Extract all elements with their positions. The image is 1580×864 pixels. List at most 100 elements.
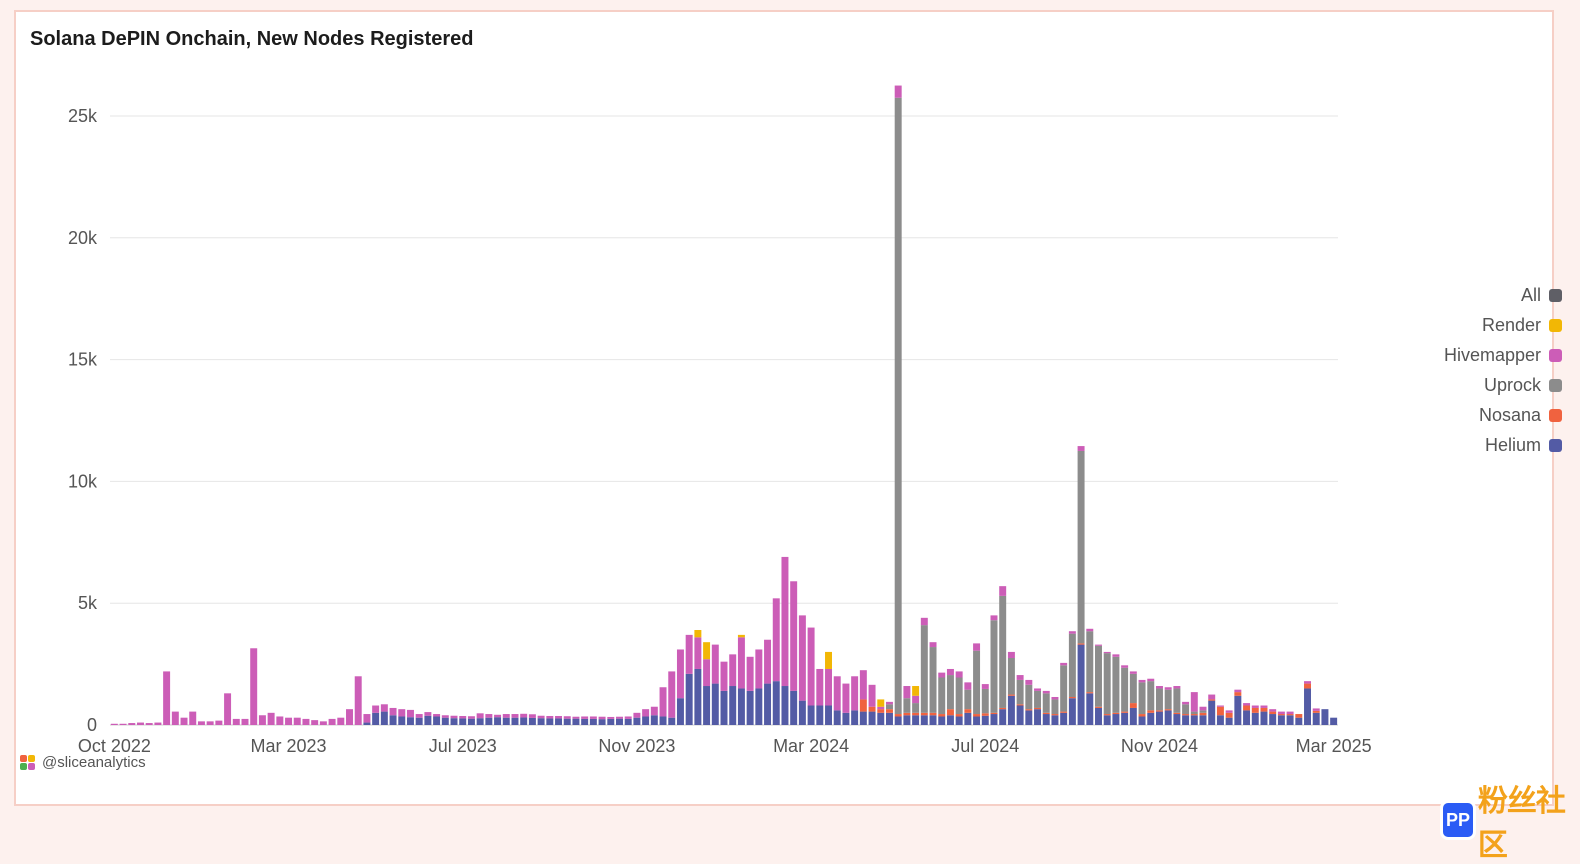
bar-uprock[interactable] <box>1182 704 1190 715</box>
bar-hivemapper[interactable] <box>851 676 859 711</box>
bar-nosana[interactable] <box>1112 712 1120 715</box>
bar-helium[interactable] <box>589 718 597 725</box>
bar-helium[interactable] <box>616 718 623 725</box>
attribution-handle[interactable]: @sliceanalytics <box>42 754 146 771</box>
bar-nosana[interactable] <box>929 712 937 716</box>
bar-nosana[interactable] <box>1295 714 1303 718</box>
bar-helium[interactable] <box>851 710 859 725</box>
bar-uprock[interactable] <box>920 625 928 713</box>
bar-uprock[interactable] <box>1173 688 1181 713</box>
bar-helium[interactable] <box>363 722 371 725</box>
bar-hivemapper[interactable] <box>302 718 310 725</box>
bar-helium[interactable] <box>528 717 536 725</box>
bar-uprock[interactable] <box>1086 631 1094 693</box>
bar-helium[interactable] <box>650 715 658 725</box>
bar-hivemapper[interactable] <box>1129 671 1137 674</box>
bar-hivemapper[interactable] <box>1251 705 1259 708</box>
bar-hivemapper[interactable] <box>1016 675 1024 680</box>
bar-hivemapper[interactable] <box>163 671 171 725</box>
bar-helium[interactable] <box>920 715 928 725</box>
bar-uprock[interactable] <box>981 688 989 714</box>
bar-helium[interactable] <box>642 716 650 725</box>
bar-hivemapper[interactable] <box>502 714 510 718</box>
bar-helium[interactable] <box>372 712 380 725</box>
bar-helium[interactable] <box>1312 712 1320 725</box>
bar-hivemapper[interactable] <box>790 581 798 691</box>
bar-helium[interactable] <box>1147 712 1155 725</box>
bar-helium[interactable] <box>1304 688 1311 725</box>
bar-render[interactable] <box>877 699 885 707</box>
bar-hivemapper[interactable] <box>337 717 345 725</box>
bar-uprock[interactable] <box>973 650 981 715</box>
bar-helium[interactable] <box>790 690 798 725</box>
bar-nosana[interactable] <box>1060 711 1068 713</box>
bar-hivemapper[interactable] <box>180 717 188 725</box>
legend-item-all[interactable]: All <box>1444 280 1562 310</box>
bar-hivemapper[interactable] <box>110 723 118 725</box>
bar-uprock[interactable] <box>1190 711 1198 715</box>
bar-hivemapper[interactable] <box>520 713 528 718</box>
bar-nosana[interactable] <box>990 712 998 715</box>
bar-nosana[interactable] <box>1068 696 1076 699</box>
bar-helium[interactable] <box>441 717 449 725</box>
bar-helium[interactable] <box>1129 707 1137 725</box>
bar-helium[interactable] <box>563 718 571 725</box>
bar-render[interactable] <box>703 642 711 660</box>
bar-helium[interactable] <box>1112 714 1120 725</box>
bar-hivemapper[interactable] <box>293 717 301 725</box>
bar-hivemapper[interactable] <box>441 715 449 718</box>
bar-uprock[interactable] <box>1025 684 1033 710</box>
bar-hivemapper[interactable] <box>258 715 266 725</box>
bar-nosana[interactable] <box>912 712 920 716</box>
bar-hivemapper[interactable] <box>1164 687 1172 690</box>
bar-hivemapper[interactable] <box>1312 708 1320 711</box>
bar-hivemapper[interactable] <box>711 644 719 684</box>
bar-hivemapper[interactable] <box>868 684 876 707</box>
bar-hivemapper[interactable] <box>319 721 327 725</box>
bar-nosana[interactable] <box>1034 707 1042 710</box>
bar-nosana[interactable] <box>1147 710 1155 713</box>
bar-helium[interactable] <box>581 718 589 725</box>
bar-uprock[interactable] <box>938 677 946 715</box>
bar-helium[interactable] <box>894 716 902 725</box>
bar-helium[interactable] <box>737 688 745 725</box>
bar-nosana[interactable] <box>1216 706 1224 716</box>
bar-helium[interactable] <box>1095 707 1102 725</box>
bar-hivemapper[interactable] <box>1199 706 1207 711</box>
bar-hivemapper[interactable] <box>563 716 571 719</box>
bar-hivemapper[interactable] <box>1086 628 1094 632</box>
bar-helium[interactable] <box>833 710 841 725</box>
bar-hivemapper[interactable] <box>929 642 937 648</box>
bar-hivemapper[interactable] <box>798 615 806 701</box>
bar-hivemapper[interactable] <box>703 659 711 687</box>
bar-uprock[interactable] <box>1121 667 1129 712</box>
bar-helium[interactable] <box>676 698 684 725</box>
bar-helium[interactable] <box>973 716 981 725</box>
bar-nosana[interactable] <box>1243 705 1251 711</box>
bar-helium[interactable] <box>746 690 754 725</box>
bar-helium[interactable] <box>981 715 989 725</box>
bar-hivemapper[interactable] <box>476 713 484 719</box>
bar-helium[interactable] <box>1330 717 1338 725</box>
bar-hivemapper[interactable] <box>877 706 885 710</box>
bar-uprock[interactable] <box>964 689 972 710</box>
bar-hivemapper[interactable] <box>659 687 667 717</box>
bar-nosana[interactable] <box>1121 711 1129 713</box>
bar-hivemapper[interactable] <box>546 715 554 719</box>
bar-hivemapper[interactable] <box>276 716 284 725</box>
bar-helium[interactable] <box>1051 715 1059 725</box>
bar-uprock[interactable] <box>929 647 937 713</box>
bar-render[interactable] <box>737 634 745 638</box>
bar-hivemapper[interactable] <box>189 711 197 725</box>
bar-nosana[interactable] <box>1129 703 1137 708</box>
bar-hivemapper[interactable] <box>311 720 319 725</box>
bar-helium[interactable] <box>955 716 963 725</box>
bar-nosana[interactable] <box>1304 683 1311 689</box>
bar-hivemapper[interactable] <box>920 617 928 626</box>
bar-helium[interactable] <box>459 718 467 725</box>
bar-uprock[interactable] <box>1138 682 1146 715</box>
bar-helium[interactable] <box>946 715 954 725</box>
bar-nosana[interactable] <box>1269 711 1277 715</box>
bar-hivemapper[interactable] <box>946 668 954 676</box>
bar-hivemapper[interactable] <box>894 85 902 98</box>
